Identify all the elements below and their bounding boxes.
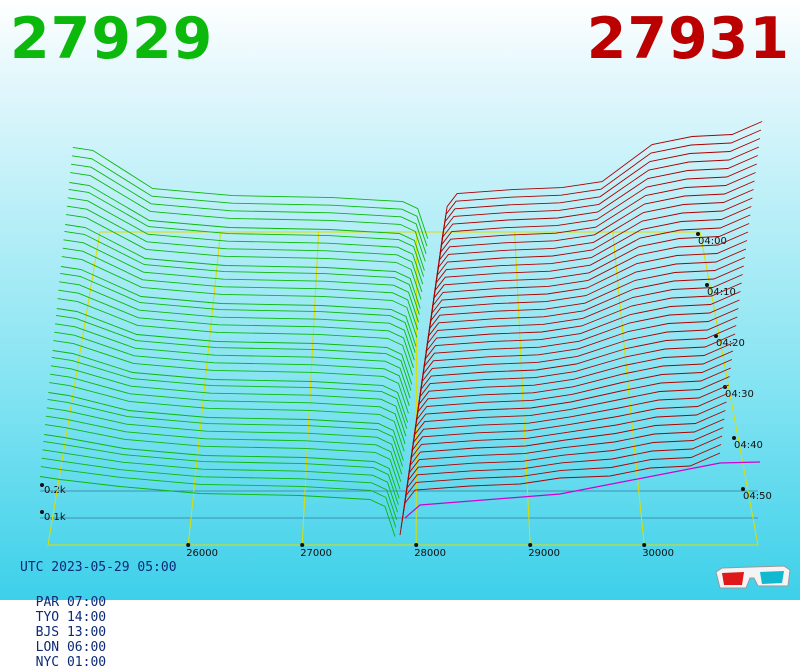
ask-depth-line xyxy=(430,215,750,322)
ask-depth-line xyxy=(417,317,737,413)
bid-depth-line xyxy=(57,309,412,385)
bid-depth-line xyxy=(61,267,416,347)
ask-depth-line xyxy=(427,241,747,346)
bid-depth-line xyxy=(48,399,403,466)
timezone-lon: LON 06:00 xyxy=(36,640,106,655)
y-tick-label: 0.2k xyxy=(44,485,66,496)
x-tick-dot xyxy=(186,543,190,547)
x-tick-label: 26000 xyxy=(186,548,218,559)
bid-depth-line xyxy=(49,383,404,452)
time-tick-label: 04:30 xyxy=(725,389,754,400)
floor-grid-line xyxy=(613,232,644,545)
x-tick-dot xyxy=(528,543,532,547)
bid-depth-line xyxy=(40,477,395,537)
ask-depth-line xyxy=(431,207,751,315)
ask-depth-line xyxy=(401,445,721,528)
y-tick-dot xyxy=(40,483,44,487)
ask-depth-line xyxy=(405,411,725,498)
timezone-bjs: BJS 13:00 xyxy=(36,625,106,640)
ask-depth-line xyxy=(412,360,732,452)
bid-depth-line xyxy=(69,189,424,276)
ask-depth-line xyxy=(426,249,746,353)
floor-grid-line xyxy=(515,232,531,545)
ask-depth-line xyxy=(404,419,724,505)
x-tick-label: 28000 xyxy=(414,548,446,559)
bid-depth-line xyxy=(73,147,428,238)
timezone-tyo: TYO 14:00 xyxy=(36,610,106,625)
timezone-nyc: NYC 01:00 xyxy=(36,655,106,670)
timezone-row: PAR 07:00 TYO 14:00 BJS 13:00 LON 06:00 … xyxy=(20,580,130,670)
x-tick-dot xyxy=(300,543,304,547)
ask-depth-line xyxy=(423,275,743,376)
x-tick-label: 29000 xyxy=(528,548,560,559)
bid-depth-line xyxy=(65,225,420,309)
bid-price: 27929 xyxy=(10,6,213,72)
ask-depth-line xyxy=(410,377,730,467)
y-tick-label: 0.1k xyxy=(44,512,66,523)
bid-depth-line xyxy=(71,164,426,254)
bid-depth-line xyxy=(56,315,411,390)
bid-depth-line xyxy=(72,156,427,246)
bid-depth-line xyxy=(46,416,401,482)
time-tick-label: 04:20 xyxy=(716,338,745,349)
time-tick-label: 04:40 xyxy=(734,440,763,451)
bid-depth-line xyxy=(55,324,410,398)
bid-depth-line xyxy=(54,332,409,406)
x-tick-dot xyxy=(414,543,418,547)
utc-time: UTC 2023-05-29 05:00 xyxy=(20,560,177,575)
ask-front-line xyxy=(405,462,760,518)
ask-depth-line xyxy=(418,309,738,406)
ask-depth-line xyxy=(409,385,729,474)
bid-depth-line xyxy=(45,425,400,490)
time-tick-label: 04:50 xyxy=(743,491,772,502)
timezone-par: PAR 07:00 xyxy=(36,595,106,610)
ask-depth-line xyxy=(406,402,726,489)
bid-depth-line xyxy=(70,173,425,262)
3d-glasses-icon[interactable] xyxy=(712,560,792,594)
x-tick-dot xyxy=(642,543,646,547)
x-tick-label: 30000 xyxy=(642,548,674,559)
y-tick-dot xyxy=(40,510,44,514)
x-tick-label: 27000 xyxy=(300,548,332,559)
ask-depth-line xyxy=(419,300,739,398)
ask-depth-line xyxy=(425,258,745,361)
ask-depth-line xyxy=(408,394,728,482)
floor-grid-line xyxy=(302,232,318,545)
ask-price: 27931 xyxy=(587,6,790,72)
